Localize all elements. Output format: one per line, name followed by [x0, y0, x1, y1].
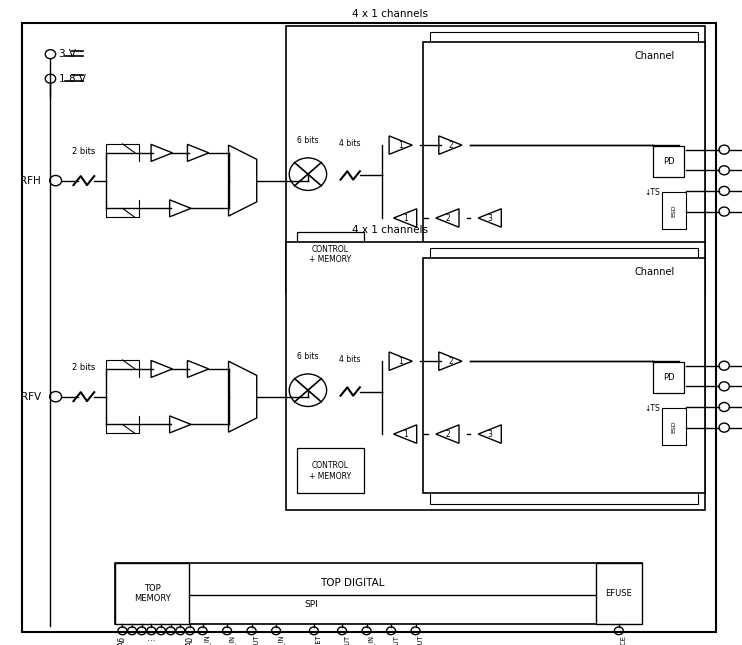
Text: FSOURCE: FSOURCE — [620, 635, 626, 645]
Text: MOSI_OUT: MOSI_OUT — [417, 635, 424, 645]
Text: MISO_OUT: MISO_OUT — [253, 635, 260, 645]
Text: RFV: RFV — [21, 392, 41, 402]
Text: TOP DIGITAL: TOP DIGITAL — [321, 578, 384, 588]
Text: RFH: RFH — [20, 175, 41, 186]
Text: 2: 2 — [445, 430, 450, 439]
Text: CLK_IN: CLK_IN — [204, 635, 211, 645]
Text: CONTROL
+ MEMORY: CONTROL + MEMORY — [309, 461, 351, 481]
FancyBboxPatch shape — [653, 146, 684, 177]
FancyBboxPatch shape — [297, 448, 364, 493]
Text: 1: 1 — [403, 430, 407, 439]
FancyBboxPatch shape — [286, 26, 705, 293]
FancyBboxPatch shape — [662, 192, 686, 229]
FancyBboxPatch shape — [443, 43, 685, 276]
Text: 2: 2 — [448, 357, 453, 366]
Text: MOSI_IN: MOSI_IN — [229, 635, 235, 645]
FancyBboxPatch shape — [653, 362, 684, 393]
Text: PD: PD — [663, 373, 674, 382]
Text: 1: 1 — [403, 213, 407, 223]
Text: 2 bits: 2 bits — [72, 147, 96, 156]
FancyBboxPatch shape — [443, 259, 685, 492]
FancyBboxPatch shape — [436, 253, 692, 498]
FancyBboxPatch shape — [423, 258, 705, 493]
FancyBboxPatch shape — [115, 563, 189, 624]
Text: 2: 2 — [445, 213, 450, 223]
Text: 6 bits: 6 bits — [298, 352, 318, 361]
FancyBboxPatch shape — [297, 232, 364, 277]
Text: XRESET: XRESET — [315, 635, 321, 645]
Text: A6: A6 — [118, 635, 127, 645]
Text: A0: A0 — [186, 635, 194, 645]
Text: SPI: SPI — [305, 600, 318, 610]
Text: PD: PD — [663, 157, 674, 166]
Text: MISO_IN: MISO_IN — [368, 635, 375, 645]
Text: 1.8 V: 1.8 V — [59, 74, 86, 84]
Text: Channel: Channel — [635, 267, 675, 277]
Text: 2 bits: 2 bits — [72, 363, 96, 372]
FancyBboxPatch shape — [436, 37, 692, 282]
Text: 3: 3 — [487, 430, 492, 439]
FancyBboxPatch shape — [430, 248, 698, 504]
Text: Channel: Channel — [635, 51, 675, 61]
FancyBboxPatch shape — [115, 563, 642, 624]
FancyBboxPatch shape — [596, 563, 642, 624]
Text: 1: 1 — [398, 357, 403, 366]
Text: 6 bits: 6 bits — [298, 136, 318, 145]
Text: 4 bits: 4 bits — [340, 355, 361, 364]
Text: 4 x 1 channels: 4 x 1 channels — [352, 9, 428, 19]
FancyBboxPatch shape — [423, 42, 705, 277]
FancyBboxPatch shape — [662, 408, 686, 445]
FancyBboxPatch shape — [430, 32, 698, 288]
Text: SS_OUT: SS_OUT — [393, 635, 399, 645]
FancyBboxPatch shape — [286, 242, 705, 510]
Text: ↓TS: ↓TS — [644, 404, 660, 413]
Text: EFUSE: EFUSE — [605, 590, 632, 598]
Text: TOP
MEMORY: TOP MEMORY — [134, 584, 171, 604]
Text: CONTROL
+ MEMORY: CONTROL + MEMORY — [309, 245, 351, 264]
Text: 4 x 1 channels: 4 x 1 channels — [352, 225, 428, 235]
Text: 4 bits: 4 bits — [340, 139, 361, 148]
FancyBboxPatch shape — [22, 23, 716, 632]
Text: ↓TS: ↓TS — [644, 188, 660, 197]
Text: ESD: ESD — [672, 420, 676, 433]
Text: CLK_OUT: CLK_OUT — [344, 635, 350, 645]
Text: 1: 1 — [398, 141, 403, 150]
Text: 3 V: 3 V — [59, 49, 76, 59]
Text: ESD: ESD — [672, 204, 676, 217]
Text: 3: 3 — [487, 213, 492, 223]
Text: SS_IN: SS_IN — [278, 635, 284, 645]
Text: 2: 2 — [448, 141, 453, 150]
Text: ...: ... — [147, 634, 156, 643]
